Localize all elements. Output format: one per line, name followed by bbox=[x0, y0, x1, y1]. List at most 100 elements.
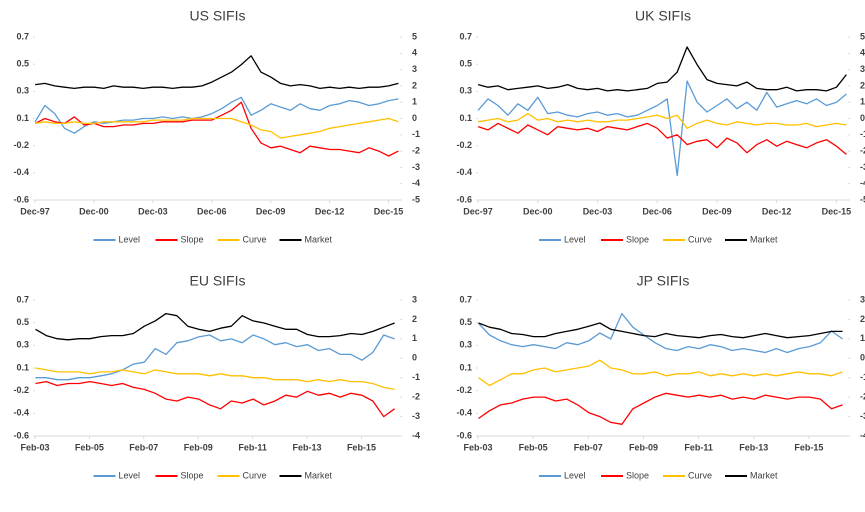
x-tick-label: Dec-06 bbox=[197, 206, 227, 216]
y2-tick-label: 0 bbox=[860, 353, 865, 363]
series-line bbox=[35, 367, 395, 391]
y-tick-label: 0.7 bbox=[16, 294, 29, 304]
x-tick-label: Feb-15 bbox=[347, 442, 376, 452]
y2-tick-label: 3 bbox=[412, 64, 417, 74]
y-tick-label: -0.4 bbox=[13, 408, 29, 418]
chart-title: UK SIFIs bbox=[635, 8, 691, 24]
y2-tick-label: -3 bbox=[860, 162, 865, 172]
y-tick-label: -0.4 bbox=[13, 167, 29, 177]
series-line bbox=[478, 359, 843, 387]
series-line bbox=[34, 101, 399, 157]
series-line bbox=[35, 312, 395, 341]
y-tick-label: -0.6 bbox=[13, 194, 29, 204]
y2-tick-label: -4 bbox=[412, 430, 420, 440]
y-tick-label: 0.1 bbox=[16, 362, 29, 372]
series-line bbox=[35, 334, 395, 381]
y2-tick-label: -1 bbox=[860, 129, 865, 139]
y2-tick-label: 1 bbox=[412, 333, 417, 343]
series-line bbox=[35, 55, 399, 90]
x-tick-label: Feb-05 bbox=[75, 442, 104, 452]
x-tick-label: Feb-07 bbox=[129, 442, 158, 452]
chart-title: EU SIFIs bbox=[189, 273, 245, 289]
x-tick-label: Dec-03 bbox=[583, 206, 613, 216]
x-tick-label: Dec-06 bbox=[642, 206, 672, 216]
y2-tick-label: -2 bbox=[412, 392, 420, 402]
x-tick-label: Feb-13 bbox=[739, 442, 768, 452]
y-tick-label: 0.3 bbox=[459, 340, 472, 350]
legend-label: Curve bbox=[688, 234, 712, 244]
chart-title: US SIFIs bbox=[189, 8, 245, 24]
y-tick-label: 0.5 bbox=[16, 317, 29, 327]
legend-label: Slope bbox=[626, 470, 649, 480]
series-line bbox=[478, 392, 843, 425]
y2-tick-label: -3 bbox=[412, 162, 420, 172]
legend-label: Curve bbox=[243, 234, 267, 244]
legend-label: Level bbox=[119, 234, 141, 244]
legend-label: Level bbox=[119, 470, 141, 480]
y-tick-label: 0.1 bbox=[16, 113, 29, 123]
y-tick-label: 0.3 bbox=[459, 86, 472, 96]
y2-tick-label: -4 bbox=[412, 178, 420, 188]
y2-tick-label: 0 bbox=[412, 113, 417, 123]
y2-tick-label: -1 bbox=[412, 129, 420, 139]
x-tick-label: Dec-09 bbox=[256, 206, 286, 216]
x-tick-label: Dec-12 bbox=[762, 206, 792, 216]
y2-tick-label: 2 bbox=[860, 314, 865, 324]
y-tick-label: -0.2 bbox=[13, 140, 29, 150]
y-tick-label: -0.6 bbox=[456, 430, 472, 440]
series-line bbox=[477, 80, 847, 177]
y2-tick-label: -3 bbox=[412, 411, 420, 421]
panel: JP SIFIs -0.6 -0.4 -0.2 0.1 0.3 0.5 0.7 -4 -3 -2 -1… bbox=[456, 273, 865, 481]
y-tick-label: 0.7 bbox=[459, 294, 472, 304]
x-tick-label: Dec-97 bbox=[20, 206, 50, 216]
y2-tick-label: 0 bbox=[412, 353, 417, 363]
y-tick-label: 0.3 bbox=[16, 340, 29, 350]
y-tick-label: 0.5 bbox=[16, 59, 29, 69]
y-tick-label: -0.2 bbox=[456, 385, 472, 395]
y2-tick-label: 2 bbox=[412, 80, 417, 90]
legend-label: Level bbox=[564, 470, 586, 480]
y2-tick-label: 2 bbox=[860, 80, 865, 90]
x-tick-label: Dec-15 bbox=[822, 206, 852, 216]
legend-label: Slope bbox=[181, 234, 204, 244]
series-line bbox=[477, 46, 847, 92]
panel: EU SIFIs -0.6 -0.4 -0.2 0.1 0.3 0.5 0.7 -4 -3 -2 -1… bbox=[13, 273, 420, 481]
series-line bbox=[35, 380, 395, 418]
series-line bbox=[34, 117, 399, 139]
x-tick-label: Feb-03 bbox=[20, 442, 49, 452]
y2-tick-label: 2 bbox=[412, 314, 417, 324]
series-line bbox=[477, 112, 847, 129]
legend-label: Market bbox=[305, 470, 333, 480]
x-tick-label: Feb-03 bbox=[463, 442, 492, 452]
y-tick-label: 0.7 bbox=[16, 31, 29, 41]
x-tick-label: Feb-05 bbox=[519, 442, 548, 452]
x-tick-label: Dec-09 bbox=[702, 206, 732, 216]
x-tick-label: Feb-11 bbox=[684, 442, 713, 452]
legend-label: Level bbox=[564, 234, 586, 244]
x-tick-label: Dec-15 bbox=[374, 206, 404, 216]
y-tick-label: 0.5 bbox=[459, 59, 472, 69]
y2-tick-label: -3 bbox=[860, 411, 865, 421]
y2-tick-label: -5 bbox=[412, 194, 420, 204]
y-tick-label: -0.6 bbox=[456, 194, 472, 204]
y2-tick-label: 4 bbox=[860, 48, 865, 58]
y2-tick-label: -2 bbox=[860, 145, 865, 155]
y-tick-label: 0.7 bbox=[459, 31, 472, 41]
x-tick-label: Feb-07 bbox=[574, 442, 603, 452]
series-line bbox=[477, 122, 847, 155]
y2-tick-label: 4 bbox=[412, 48, 417, 58]
panel: UK SIFIs -0.6 -0.4 -0.2 0.1 0.3 0.5 0.7 -5 -4 -3 -2… bbox=[456, 8, 865, 245]
x-tick-label: Dec-03 bbox=[138, 206, 168, 216]
y-tick-label: 0.1 bbox=[459, 362, 472, 372]
y-tick-label: -0.4 bbox=[456, 408, 472, 418]
series-line bbox=[478, 312, 843, 354]
legend-label: Slope bbox=[181, 470, 204, 480]
y-tick-label: -0.6 bbox=[13, 430, 29, 440]
y2-tick-label: -2 bbox=[860, 392, 865, 402]
legend-label: Market bbox=[750, 234, 778, 244]
x-tick-label: Feb-13 bbox=[293, 442, 322, 452]
y2-tick-label: 1 bbox=[860, 97, 865, 107]
legend-label: Market bbox=[750, 470, 778, 480]
series-line bbox=[478, 322, 843, 339]
